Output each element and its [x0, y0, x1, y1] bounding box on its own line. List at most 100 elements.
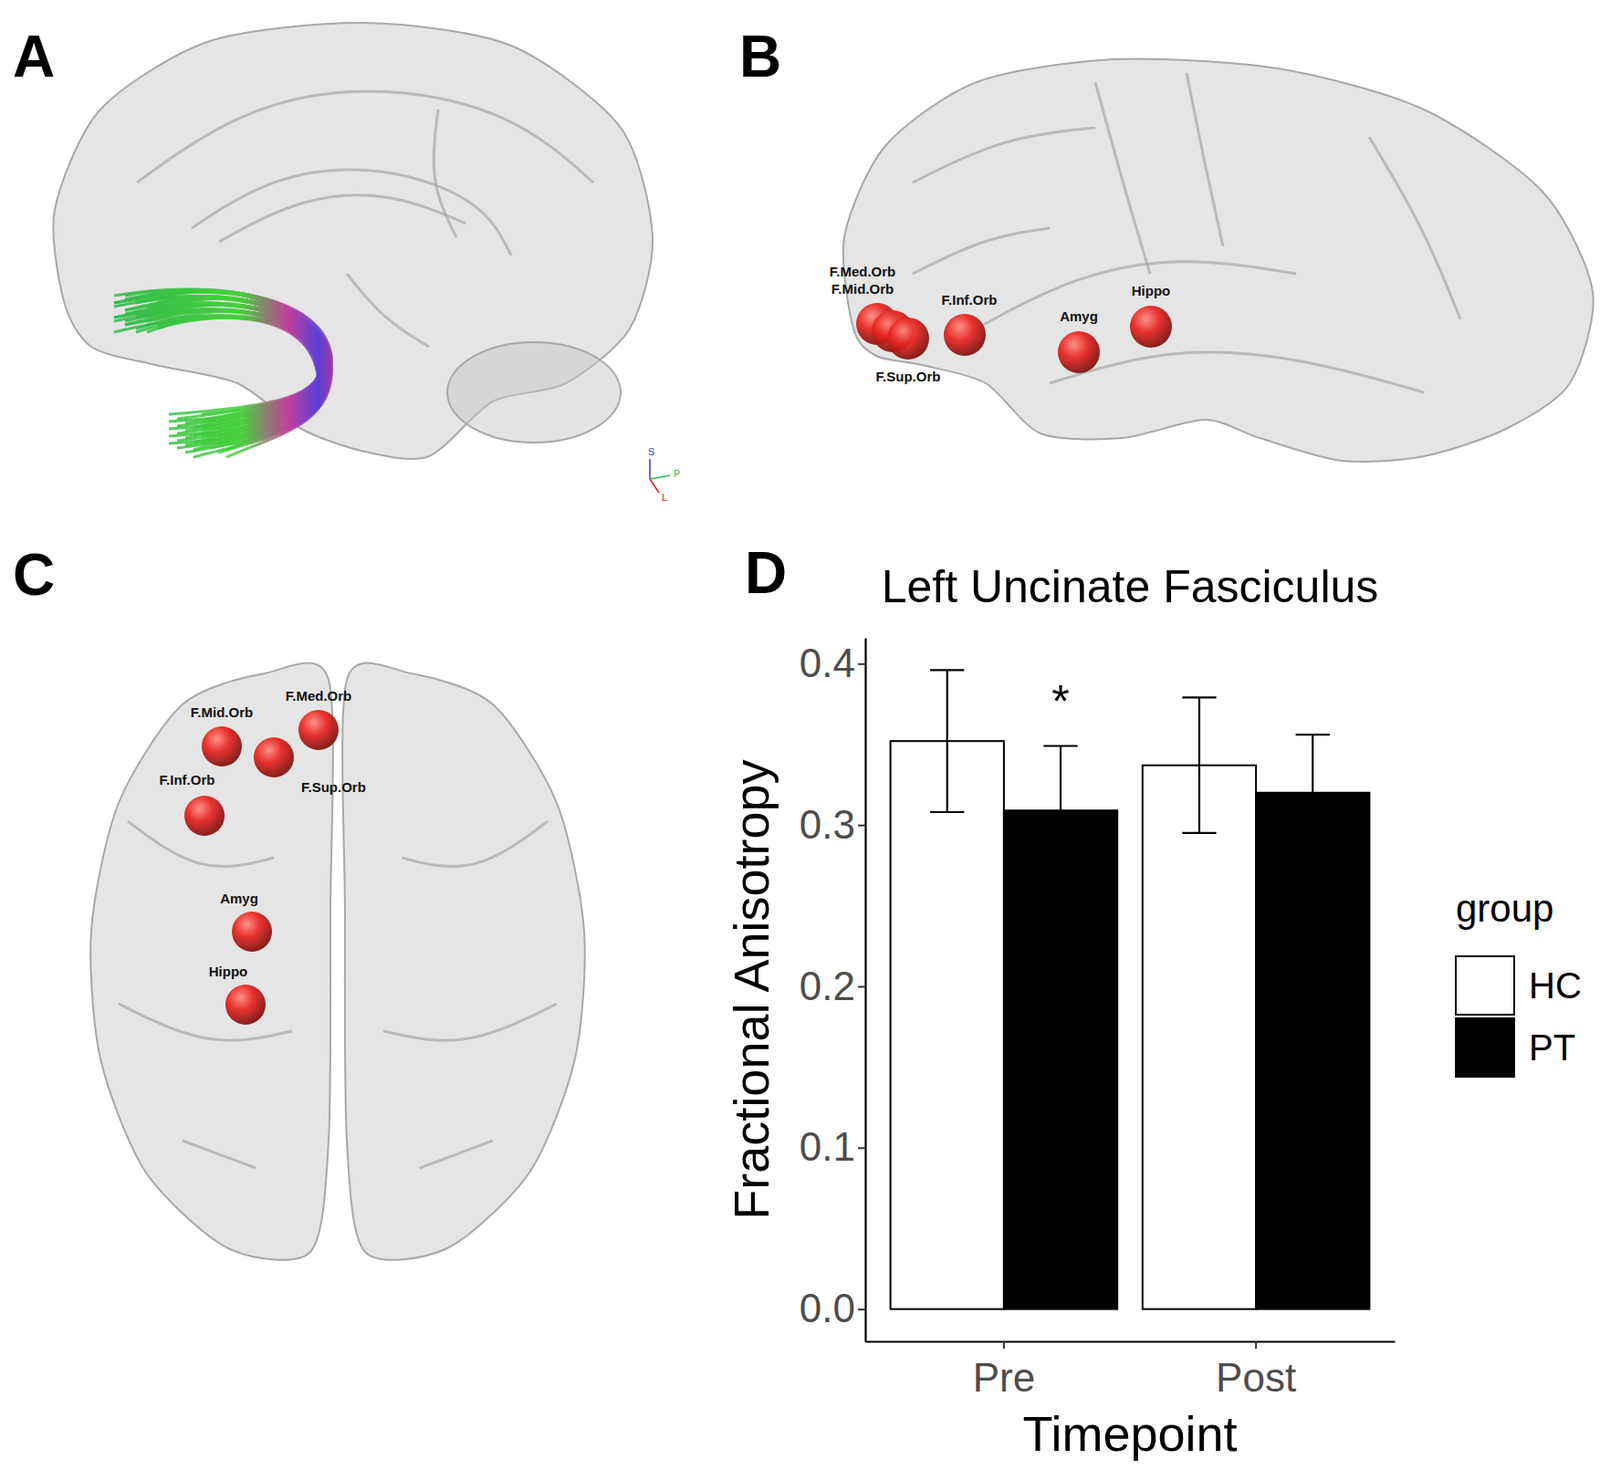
- y-tick-mark: [857, 1147, 866, 1150]
- x-axis-title: Timepoint: [1022, 1406, 1237, 1462]
- y-tick-label: 0.3: [799, 802, 856, 848]
- brain-node: [231, 911, 272, 952]
- node-label: Hippo: [1131, 282, 1172, 299]
- node-label: F.Med.Orb: [829, 263, 897, 280]
- node-label: Hippo: [209, 963, 249, 980]
- node-label: F.Inf.Orb: [941, 292, 998, 308]
- brain-hemisphere: [90, 662, 334, 1260]
- plot-marks: [890, 669, 1370, 1309]
- sulcus: [383, 1003, 557, 1041]
- panel-a: S PL: [52, 22, 680, 503]
- panel-label: C: [12, 542, 55, 608]
- orient-letter: L: [661, 491, 668, 503]
- error-bar: [1296, 734, 1330, 851]
- brain-node: [184, 795, 225, 837]
- sulcus: [401, 821, 548, 868]
- brain-node: [253, 737, 294, 778]
- figure: SPLF.Med.OrbF.Mid.OrbF.Sup.OrbF.Inf.OrbA…: [0, 0, 1600, 1470]
- node-label: F.Mid.Orb: [190, 704, 253, 721]
- sulcus: [912, 127, 1096, 183]
- orient-letter: P: [673, 468, 680, 480]
- orient-axis: [649, 475, 670, 480]
- sulcus: [433, 109, 457, 238]
- legend: group HC PT: [1455, 887, 1582, 1078]
- brain-sagittal: [52, 22, 653, 460]
- brain-hemisphere: [342, 662, 586, 1260]
- panel-label: D: [744, 540, 787, 607]
- x-tick-label: Pre: [972, 1355, 1036, 1401]
- y-axis: 0.0 0.1 0.2 0.3 0.4: [799, 638, 867, 1343]
- sulcus: [118, 1003, 293, 1041]
- sulcus: [912, 228, 1050, 274]
- y-tick: 0.2: [799, 963, 866, 1009]
- x-axis-line: [866, 1340, 1396, 1343]
- x-tick-label: Post: [1215, 1355, 1297, 1401]
- panel-label: B: [739, 23, 782, 90]
- tract-streamline: [157, 316, 323, 453]
- brain-node: [1129, 305, 1172, 348]
- y-axis-line: [864, 638, 867, 1343]
- y-tick-label: 0.2: [799, 963, 856, 1009]
- y-tick: 0.4: [799, 640, 866, 686]
- y-tick-mark: [857, 663, 866, 666]
- tract-streamline: [114, 317, 325, 458]
- chart-title: Left Uncinate Fasciculus: [881, 561, 1380, 613]
- bar: [1003, 810, 1118, 1309]
- sulcus: [219, 195, 466, 242]
- sulcus: [1369, 136, 1461, 320]
- brain-lateral: [843, 59, 1594, 462]
- node-label: F.Mid.Orb: [831, 281, 894, 297]
- cerebellum: [447, 342, 621, 443]
- panel-label: A: [12, 23, 55, 90]
- tract-streamline: [135, 316, 328, 449]
- sulcus: [1049, 352, 1424, 393]
- sulcus: [136, 91, 594, 183]
- node-label: F.Inf.Orb: [159, 772, 216, 788]
- legend-title: group: [1455, 887, 1554, 931]
- annotation: *: [1051, 676, 1069, 728]
- error-bar: [930, 669, 964, 813]
- orient-axis: [648, 459, 651, 480]
- node-label: F.Sup.Orb: [301, 779, 367, 795]
- node-label: Amyg: [1059, 308, 1099, 325]
- node-label: Amyg: [219, 890, 259, 907]
- sulcus: [419, 1140, 493, 1169]
- brain-node: [225, 984, 266, 1025]
- x-tick: Post: [1215, 1341, 1297, 1401]
- x-tick: Pre: [972, 1341, 1036, 1401]
- error-bar: [1043, 745, 1078, 875]
- y-tick-mark: [857, 825, 866, 827]
- sulcus: [191, 169, 512, 256]
- y-tick: 0.1: [799, 1124, 866, 1170]
- legend-label: PT: [1528, 1027, 1576, 1068]
- node-label: F.Med.Orb: [285, 688, 353, 704]
- bar: [1255, 793, 1370, 1310]
- x-tick-mark: [1254, 1341, 1257, 1350]
- tract-streamline: [157, 315, 332, 458]
- node-label: F.Sup.Orb: [876, 368, 942, 385]
- sulcus: [182, 1140, 256, 1169]
- brain-node: [943, 313, 986, 356]
- sulcus: [1186, 73, 1224, 247]
- error-bar: [1181, 697, 1216, 834]
- sulcus: [346, 273, 429, 347]
- legend-swatch: [1455, 1018, 1515, 1078]
- legend-label: HC: [1528, 965, 1582, 1006]
- y-tick: 0.0: [799, 1286, 866, 1331]
- x-axis: Pre Post: [866, 1341, 1396, 1401]
- brain-node: [201, 726, 242, 767]
- y-tick-mark: [857, 985, 866, 988]
- orient-axis: [649, 479, 659, 493]
- brain-node: [298, 710, 339, 751]
- bar: [1142, 765, 1256, 1310]
- sulcus: [1095, 82, 1151, 274]
- legend-swatch: [1455, 956, 1515, 1015]
- brain-node: [1057, 331, 1100, 374]
- y-tick-label: 0.0: [799, 1286, 856, 1331]
- tract-streamline: [146, 317, 330, 453]
- orient-letter: S: [648, 446, 655, 458]
- y-tick-label: 0.1: [799, 1124, 856, 1170]
- panel-d: 0.0 0.1 0.2 0.3 0.4 Pre Post * Left Uncinate Fas…: [723, 561, 1582, 1462]
- y-tick-label: 0.4: [799, 640, 856, 686]
- panel-c: F.Med.Orb F.Mid.Orb F.Sup.Orb F.Inf.Orb Amyg…: [90, 662, 586, 1260]
